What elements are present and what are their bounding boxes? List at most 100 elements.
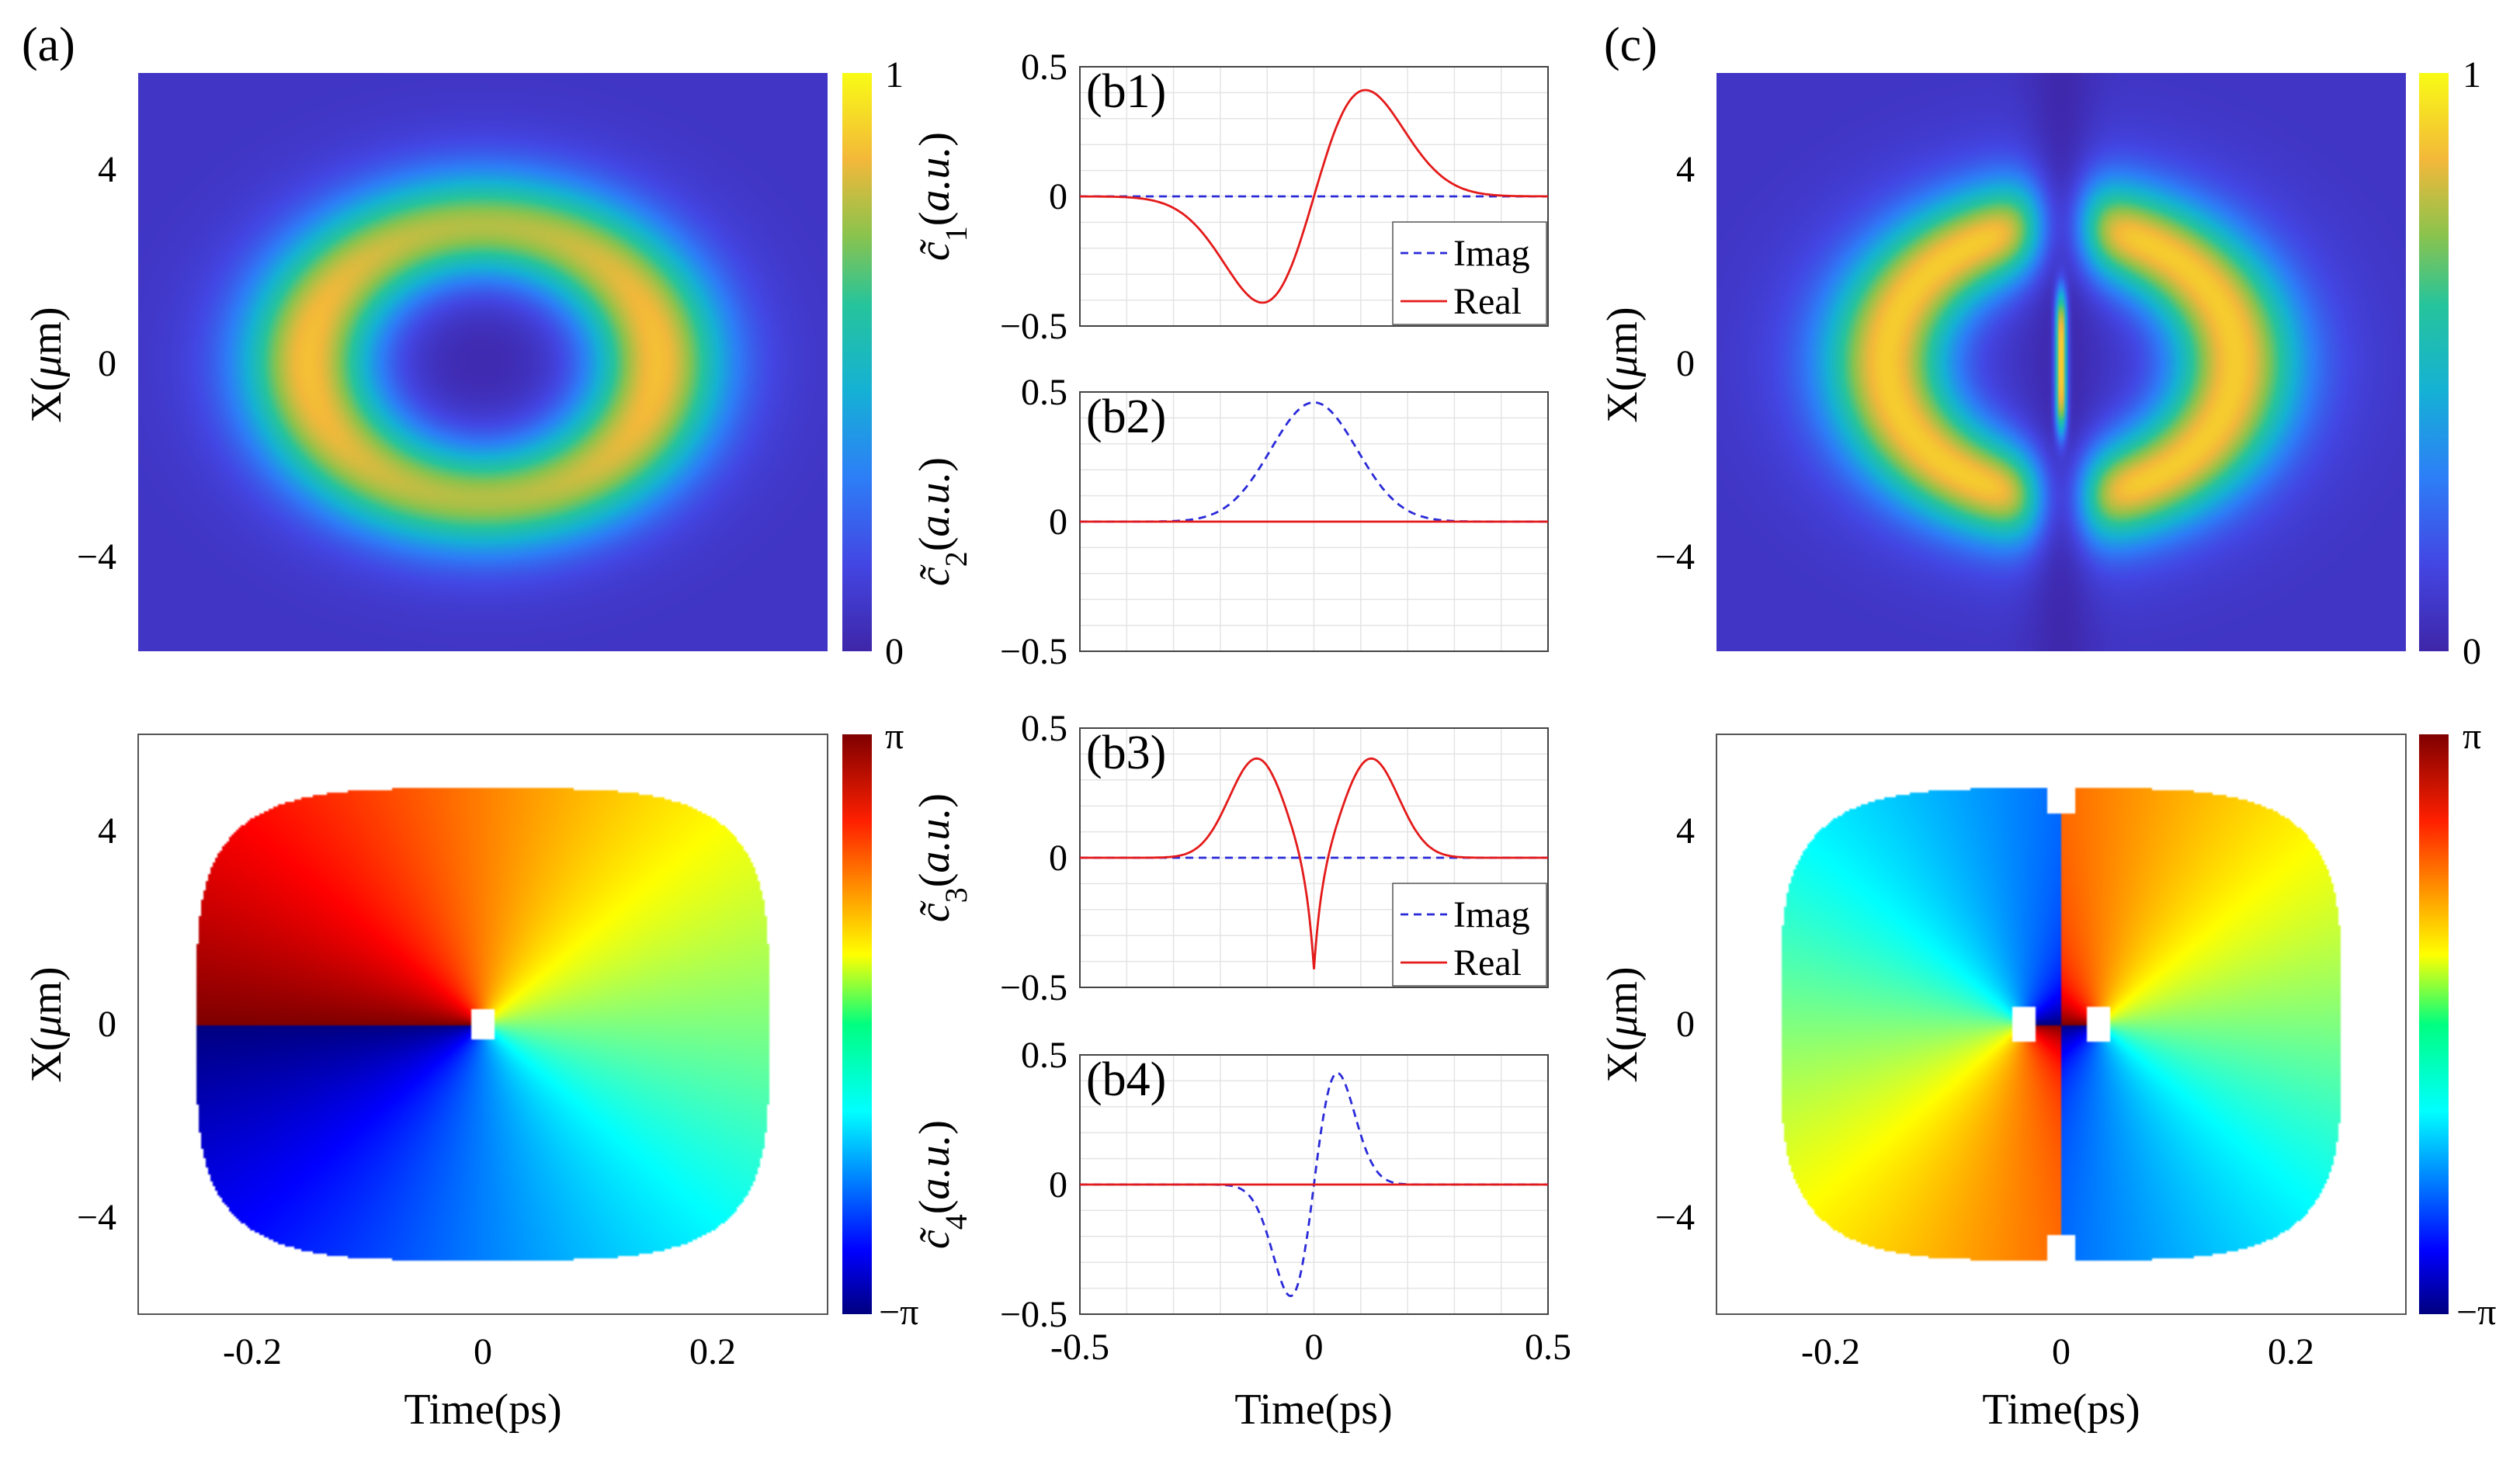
b1-series-real: [1080, 88, 1548, 304]
b3-axes: 0.5 0 −0.5 c̃3(a.u.) (b3) Imag Real: [911, 708, 1549, 1008]
b2-axes: 0.5 0 −0.5 c̃2(a.u.) (b2): [911, 372, 1549, 672]
b4-axes: 0.5 0 −0.5-0.5 0 0.5 c̃4(a.u.) (b4): [911, 1035, 1571, 1368]
b2-ylabel-unit: (: [911, 537, 959, 552]
b4-xtick-label: -0.5: [1050, 1327, 1109, 1368]
b3-legend: [1392, 883, 1547, 987]
b4-ylabel-close: ): [911, 1120, 959, 1135]
c-intensity-yticks: 4 0 −4: [1655, 149, 1695, 578]
c-phase-plot: 4 0 −4 -0.2 0 0.2 Time(ps) X(μm) π −π: [1598, 716, 2496, 1434]
a-ph-xtick-02: 0.2: [689, 1331, 736, 1372]
b4-label: (b4): [1086, 1053, 1166, 1106]
c-intensity-image: [1716, 73, 2406, 651]
b4-ylabel-au: a.u.: [911, 1135, 959, 1200]
b2-ytick-label: 0: [1049, 501, 1067, 543]
c-int-ytick-0: 0: [1676, 343, 1695, 384]
c-int-cbar-min: 0: [2463, 631, 2481, 672]
b3-ylabel-close: ): [911, 793, 959, 808]
b4-xtick-label: 0.5: [1525, 1327, 1571, 1368]
c-phase-image: [1716, 734, 2406, 1314]
b1-ytick-label: 0: [1049, 176, 1067, 217]
c-ph-colorbar: [2419, 734, 2449, 1314]
b3-ylabel-unit: (: [911, 873, 959, 888]
c-int-ytick-m4: −4: [1655, 536, 1695, 578]
c-ph-ytick-0: 0: [1676, 1004, 1695, 1045]
b1-ylabel-close: ): [911, 132, 959, 147]
c-int-ytick-4: 4: [1676, 149, 1695, 190]
b3-ylabel-c: c̃: [911, 900, 959, 923]
b1-ylabel-au: a.u.: [911, 147, 959, 212]
c-ph-ytick-4: 4: [1676, 810, 1695, 852]
a-int-cbar-min: 0: [885, 631, 904, 672]
a-ph-cbar-max: π: [885, 716, 904, 757]
b3-ylabel-au: a.u.: [911, 808, 959, 873]
a-int-colorbar: [842, 73, 872, 651]
b3-label: (b3): [1086, 727, 1166, 779]
b3-legend-label: Imag: [1453, 894, 1530, 935]
a-ph-xtick-0: 0: [474, 1331, 492, 1372]
c-ph-xlabel: Time(ps): [1982, 1386, 2140, 1434]
b4-ylabel-c: c̃: [911, 1227, 959, 1250]
c-ph-xtick-02: 0.2: [2268, 1331, 2314, 1372]
a-phase-plot: 4 0 −4 -0.2 0 0.2 Time(ps) X(μm) π −π: [23, 716, 918, 1434]
a-ph-colorbar: [842, 734, 872, 1314]
c-int-ylabel: X(μm): [1598, 307, 1647, 422]
b4-ytick-label: −0.5: [1000, 1294, 1067, 1335]
a-ph-ytick-m4: −4: [77, 1197, 116, 1238]
b1-axes: 0.5 0 −0.5 c̃1(a.u.) (b1) Imag Real: [911, 47, 1549, 347]
b-line-plots: 0.50−0.5c̃1(a.u.)(b1)ImagReal0.50−0.5c̃2…: [911, 47, 1571, 1368]
b2-ylabel-c: c̃: [911, 564, 959, 587]
b2-ylabel-close: ): [911, 457, 959, 472]
a-intensity-image: [138, 73, 828, 651]
b3-series-real: [1080, 757, 1548, 970]
a-int-ytick-0: 0: [98, 343, 116, 384]
c-int-colorbar: [2419, 73, 2449, 651]
a-ph-ylabel: X(μm): [23, 966, 71, 1082]
a-ph-ytick-4: 4: [98, 810, 116, 852]
a-ph-xtick-m02: -0.2: [223, 1331, 282, 1372]
c-ph-ytick-m4: −4: [1655, 1197, 1695, 1238]
c-ph-xtick-0: 0: [2052, 1331, 2070, 1372]
b3-ytick-label: 0: [1049, 838, 1067, 879]
panel-c-label: (c): [1604, 19, 1657, 71]
b4-ytick-label: 0: [1049, 1164, 1067, 1205]
c-phase-yticks: 4 0 −4: [1655, 810, 1695, 1238]
a-int-ytick-4: 4: [98, 149, 116, 190]
b3-ytick-label: 0.5: [1021, 708, 1067, 749]
b4-ylabel: c̃4(a.u.): [911, 1120, 974, 1249]
b1-ylabel-sub: 1: [939, 226, 974, 241]
b4-xtick-label: 0: [1305, 1327, 1324, 1368]
a-int-cbar-max: 1: [885, 54, 904, 95]
c-ph-cbar-max: π: [2463, 716, 2481, 757]
a-ph-xlabel: Time(ps): [404, 1386, 561, 1434]
b3-ytick-label: −0.5: [1000, 967, 1067, 1008]
b2-label: (b2): [1086, 390, 1166, 443]
b2-ylabel: c̃2(a.u.): [911, 457, 974, 586]
a-int-ylabel: X(μm): [23, 307, 71, 422]
b2-ytick-label: −0.5: [1000, 631, 1067, 672]
c-ph-xtick-m02: -0.2: [1801, 1331, 1860, 1372]
b1-ylabel-unit: (: [911, 212, 959, 227]
b1-legend-label: Imag: [1453, 233, 1530, 274]
a-intensity-yticks: 4 0 −4: [77, 149, 116, 578]
b1-label: (b1): [1086, 65, 1166, 118]
b1-ylabel: c̃1(a.u.): [911, 132, 974, 261]
b1-legend-label: Real: [1453, 281, 1522, 322]
b4-xlabel: Time(ps): [1234, 1386, 1392, 1434]
b2-ytick-label: 0.5: [1021, 372, 1067, 413]
b1-legend: [1392, 221, 1547, 325]
c-ph-ylabel: X(μm): [1598, 966, 1647, 1082]
b1-ytick-label: −0.5: [1000, 306, 1067, 347]
b4-ytick-label: 0.5: [1021, 1035, 1067, 1076]
c-int-cbar-max: 1: [2463, 54, 2481, 95]
a-phase-xticks: -0.2 0 0.2: [223, 1331, 736, 1372]
c-phase-xticks: -0.2 0 0.2: [1801, 1331, 2314, 1372]
a-int-ytick-m4: −4: [77, 536, 116, 578]
a-intensity-plot: 4 0 −4 X(μm) 1 0: [23, 54, 904, 672]
b3-legend-label: Real: [1453, 942, 1522, 983]
panel-a-label: (a): [22, 19, 75, 71]
a-ph-cbar-min: −π: [879, 1292, 918, 1333]
b1-ylabel-c: c̃: [911, 239, 959, 262]
b3-ylabel: c̃3(a.u.): [911, 793, 974, 922]
b4-ylabel-unit: (: [911, 1200, 959, 1215]
